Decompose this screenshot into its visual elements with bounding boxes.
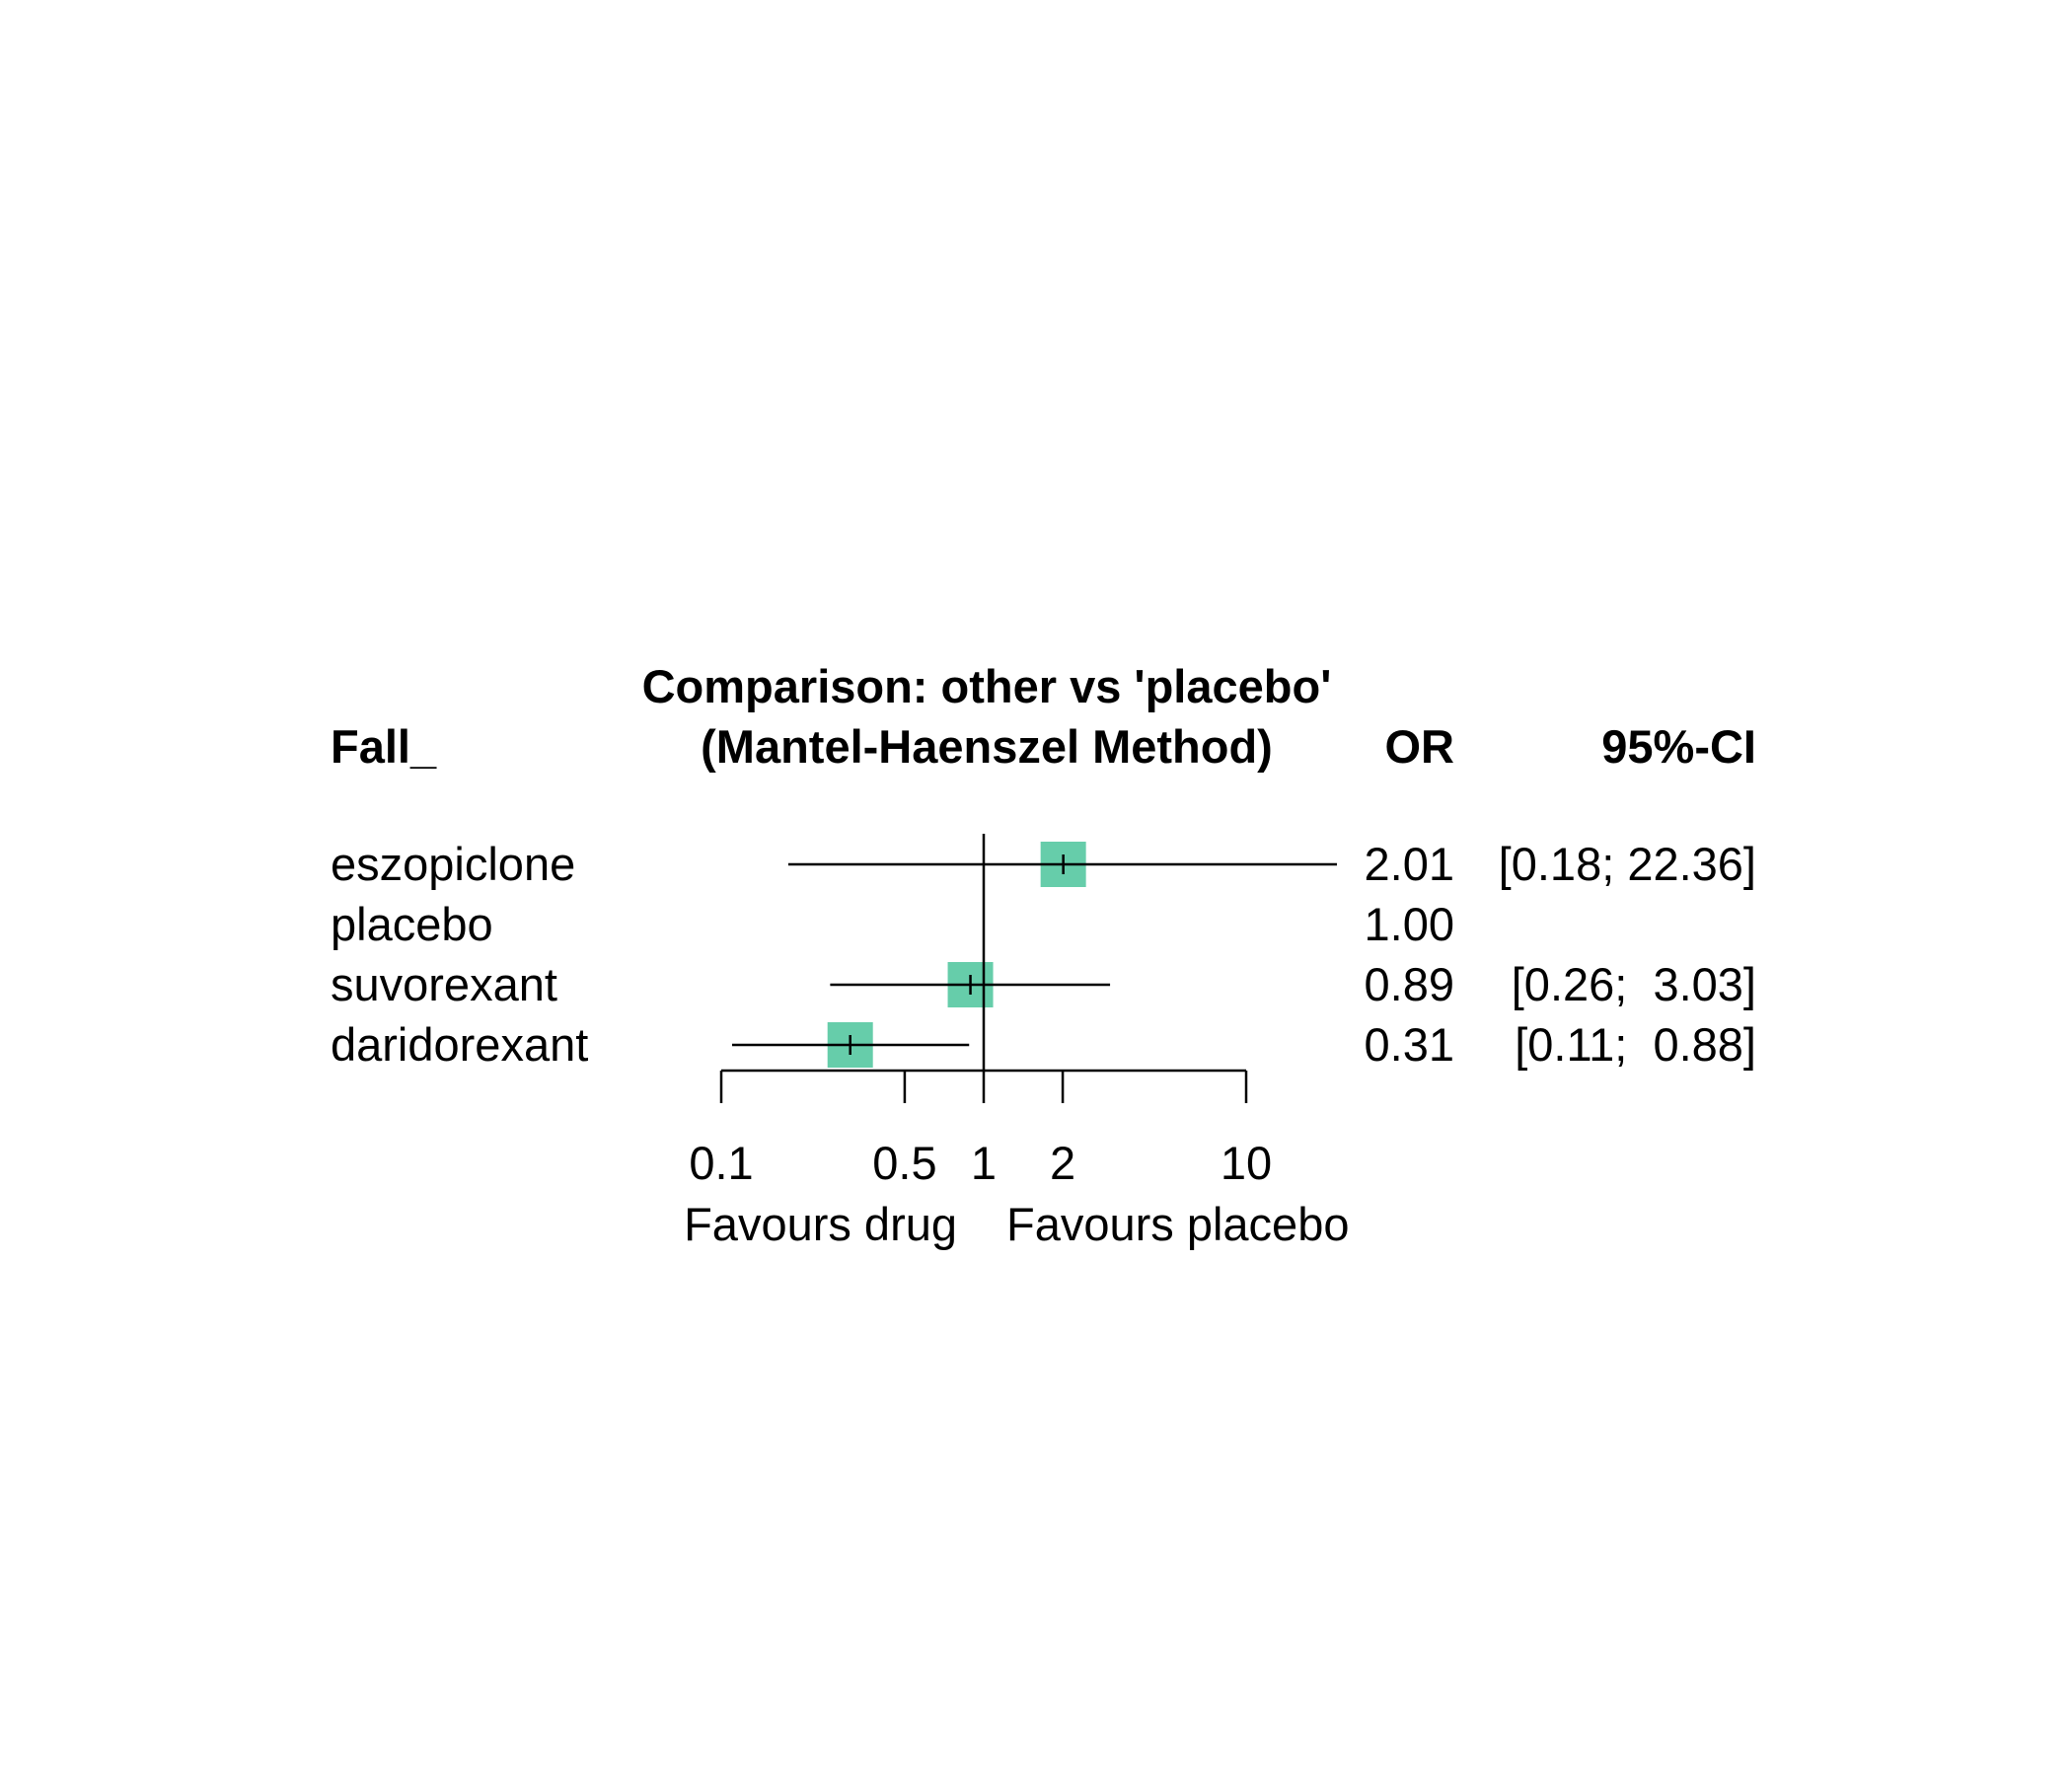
column-header-estimate: OR [1385, 720, 1455, 773]
chart-subtitle: (Mantel-Haenszel Method) [701, 720, 1273, 773]
row-estimate: 2.01 [1365, 838, 1454, 890]
row-label: eszopiclone [331, 838, 575, 890]
x-tick-label: 1 [971, 1137, 997, 1189]
row-label: placebo [331, 898, 493, 950]
row-label: daridorexant [331, 1018, 588, 1071]
column-header-ci: 95%-CI [1601, 720, 1756, 773]
x-tick-label: 0.1 [689, 1137, 753, 1189]
row-estimate: 0.31 [1365, 1018, 1454, 1071]
x-axis: 0.1 0.5 1 2 10 [689, 1069, 1272, 1189]
x-tick-label: 2 [1050, 1137, 1075, 1189]
chart-title: Comparison: other vs 'placebo' [642, 660, 1332, 712]
favours-right-label: Favours placebo [1006, 1198, 1349, 1250]
row-ci: [0.18; 22.36] [1499, 838, 1756, 890]
forest-row: daridorexant 0.31 [0.11; 0.88] [331, 1018, 1756, 1071]
row-estimate: 0.89 [1365, 958, 1454, 1010]
row-label: suvorexant [331, 958, 557, 1010]
forest-row: suvorexant 0.89 [0.26; 3.03] [331, 958, 1756, 1010]
forest-row: placebo 1.00 [331, 898, 1454, 950]
column-header-treatment: Fall_ [331, 720, 437, 773]
x-tick-label: 0.5 [872, 1137, 936, 1189]
forest-row: eszopiclone 2.01 [0.18; 22.36] [331, 838, 1756, 890]
row-ci: [0.11; 0.88] [1515, 1018, 1756, 1071]
row-ci: [0.26; 3.03] [1512, 958, 1756, 1010]
row-estimate: 1.00 [1365, 898, 1454, 950]
forest-rows: eszopiclone 2.01 [0.18; 22.36] placebo 1.00 s… [331, 838, 1756, 1071]
x-tick-label: 10 [1221, 1137, 1272, 1189]
favours-left-label: Favours drug [684, 1198, 957, 1250]
